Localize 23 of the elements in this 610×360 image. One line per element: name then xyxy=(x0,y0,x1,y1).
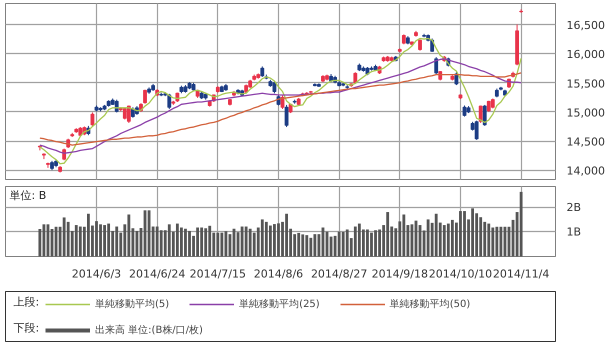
y-tick-label: 2B xyxy=(566,200,582,214)
legend-label: 単純移動平均(50) xyxy=(390,298,470,311)
y-tick-label: 15,500 xyxy=(566,77,605,90)
x-tick-label: 2014/11/4 xyxy=(492,268,550,280)
x-tick-label: 2014/8/27 xyxy=(310,268,368,280)
legend-label: 単純移動平均(5) xyxy=(95,298,170,311)
y-tick-label: 14,500 xyxy=(566,136,605,149)
x-tick-label: 2014/6/24 xyxy=(128,268,186,280)
x-tick-label: 2014/8/6 xyxy=(254,268,304,280)
y-tick-label: 15,000 xyxy=(566,106,605,120)
legend-label: 単純移動平均(25) xyxy=(239,298,320,311)
legend-title: 上段: xyxy=(14,296,40,308)
x-tick-label: 2014/10/10 xyxy=(428,268,492,280)
y-tick-label: 16,500 xyxy=(566,18,605,32)
y-tick-label: 14,000 xyxy=(566,164,605,178)
legend-title: 下段: xyxy=(14,322,40,334)
y-tick-label: 1B xyxy=(566,225,582,238)
annotation: 単位: B xyxy=(10,188,46,202)
x-tick-label: 2014/9/18 xyxy=(372,268,428,280)
legend-label: 出来高 単位:(B株/口/枚) xyxy=(95,324,203,337)
x-tick-label: 2014/7/15 xyxy=(190,268,246,280)
x-tick-label: 2014/6/3 xyxy=(72,268,122,280)
y-tick-label: 16,000 xyxy=(566,48,605,62)
